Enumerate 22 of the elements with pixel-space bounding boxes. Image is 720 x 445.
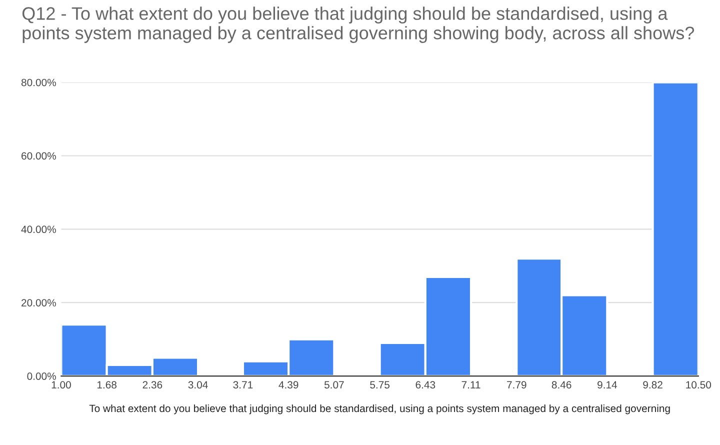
y-tick-label: 20.00% bbox=[22, 299, 56, 306]
x-tick-label: 8.46 bbox=[552, 381, 572, 389]
x-tick-label: 5.07 bbox=[324, 381, 344, 389]
x-tick-label: 1.68 bbox=[97, 381, 116, 389]
chart-title: Q12 - To what extent do you believe that judging should be standardised, using a points system managed by a centralised governing showing body, across all shows? bbox=[22, 6, 694, 43]
x-tick-label: 7.79 bbox=[507, 381, 526, 389]
x-tick-label: 1.00 bbox=[52, 381, 71, 389]
x-tick-label: 7.11 bbox=[462, 381, 480, 388]
x-tick-label: 10.50 bbox=[686, 381, 712, 389]
x-tick-label: 3.71 bbox=[233, 381, 253, 389]
y-tick-label: 80.00% bbox=[21, 78, 56, 86]
x-tick-label: 2.36 bbox=[142, 381, 162, 389]
x-tick-label: 4.39 bbox=[278, 381, 298, 389]
x-tick-label: 6.43 bbox=[416, 381, 436, 389]
x-tick-label: 5.75 bbox=[370, 381, 390, 389]
x-tick-label: 3.04 bbox=[188, 381, 208, 389]
x-axis-title: To what extent do you believe that judging should be standardised, using a points system managed by a centralised governing bbox=[89, 404, 670, 414]
x-tick-label: 9.82 bbox=[643, 381, 662, 389]
x-tick-label: 9.14 bbox=[598, 381, 618, 389]
y-tick-label: 60.00% bbox=[22, 152, 56, 160]
y-tick-label: 0.00% bbox=[27, 372, 56, 380]
y-tick-label: 40.00% bbox=[21, 226, 56, 234]
